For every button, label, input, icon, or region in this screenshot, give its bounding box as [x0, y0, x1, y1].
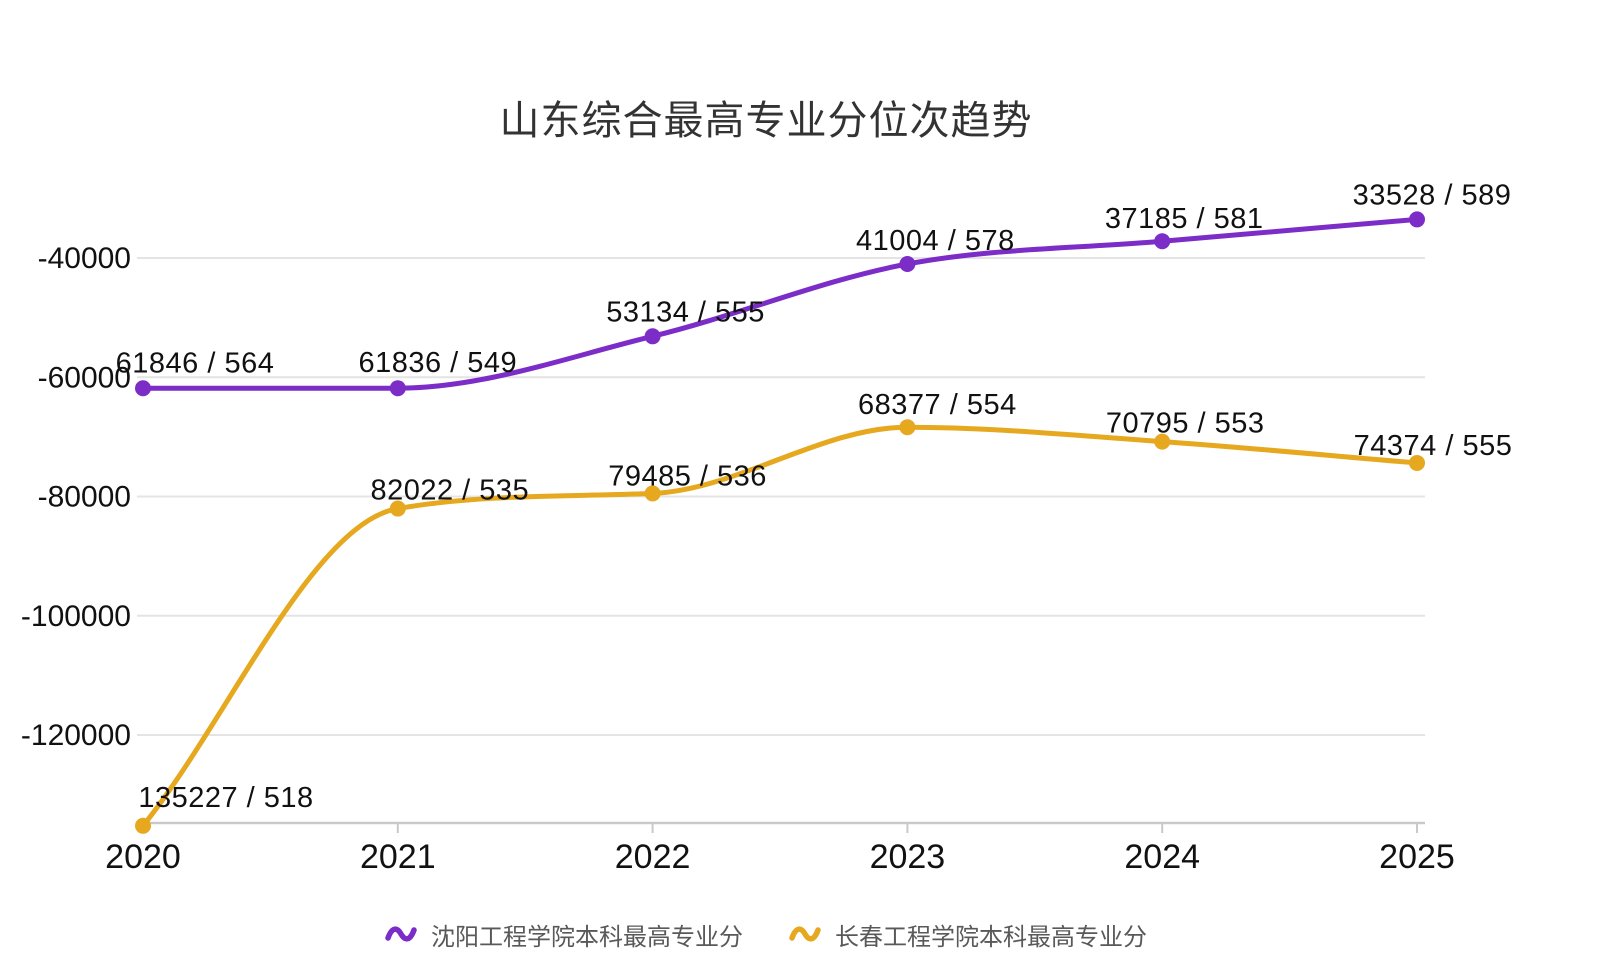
- data-point[interactable]: [899, 255, 916, 272]
- data-point-label: 37185 / 581: [1105, 203, 1264, 235]
- y-axis-label: -120000: [21, 719, 131, 752]
- data-point-label: 74374 / 555: [1354, 430, 1513, 462]
- data-point-label: 53134 / 555: [606, 296, 765, 328]
- series-line-1: [140, 424, 1420, 829]
- x-axis-label: 2023: [870, 838, 946, 876]
- data-point[interactable]: [1409, 211, 1425, 228]
- x-axis-label: 2022: [615, 838, 691, 876]
- data-point[interactable]: [1409, 454, 1425, 471]
- data-point[interactable]: [135, 380, 151, 397]
- data-point-label: 82022 / 535: [370, 475, 529, 507]
- data-point-label: 135227 / 518: [138, 782, 313, 814]
- legend-item-changchun[interactable]: 长春工程学院本科最高专业分: [789, 917, 1147, 952]
- y-axis-label: -80000: [38, 481, 131, 514]
- data-point-label: 41004 / 578: [856, 225, 1015, 257]
- data-point[interactable]: [1154, 433, 1171, 450]
- data-point-label: 33528 / 589: [1353, 179, 1512, 211]
- y-axis-label: -60000: [38, 361, 131, 394]
- data-point[interactable]: [135, 817, 151, 834]
- data-point[interactable]: [644, 328, 661, 345]
- legend-label-changchun: 长春工程学院本科最高专业分: [835, 923, 1147, 951]
- data-point-label: 70795 / 553: [1106, 408, 1265, 440]
- data-point-label: 79485 / 536: [608, 460, 767, 492]
- data-point[interactable]: [389, 380, 406, 397]
- data-point[interactable]: [644, 485, 661, 502]
- legend-item-shenyang[interactable]: 沈阳工程学院本科最高专业分: [385, 917, 743, 952]
- data-point-label: 68377 / 554: [858, 389, 1017, 421]
- x-axis-label: 2020: [105, 838, 181, 876]
- sine-wave-icon: [385, 926, 417, 942]
- legend: 沈阳工程学院本科最高专业分 长春工程学院本科最高专业分: [0, 908, 1532, 960]
- x-axis-label: 2024: [1124, 838, 1200, 876]
- data-point[interactable]: [1154, 233, 1171, 250]
- y-axis-label: -100000: [21, 600, 131, 633]
- chart-title: 山东综合最高专业分位次趋势: [499, 99, 1033, 143]
- y-axis-label: -40000: [38, 242, 131, 275]
- data-point-label: 61846 / 564: [116, 347, 275, 379]
- legend-label-shenyang: 沈阳工程学院本科最高专业分: [431, 923, 743, 951]
- data-point[interactable]: [389, 500, 406, 517]
- sine-wave-icon: [789, 926, 821, 942]
- x-axis-label: 2025: [1379, 838, 1455, 876]
- data-point[interactable]: [899, 419, 916, 436]
- series-line-0: [140, 216, 1420, 391]
- x-axis-label: 2021: [360, 838, 436, 876]
- data-point-label: 61836 / 549: [358, 347, 517, 379]
